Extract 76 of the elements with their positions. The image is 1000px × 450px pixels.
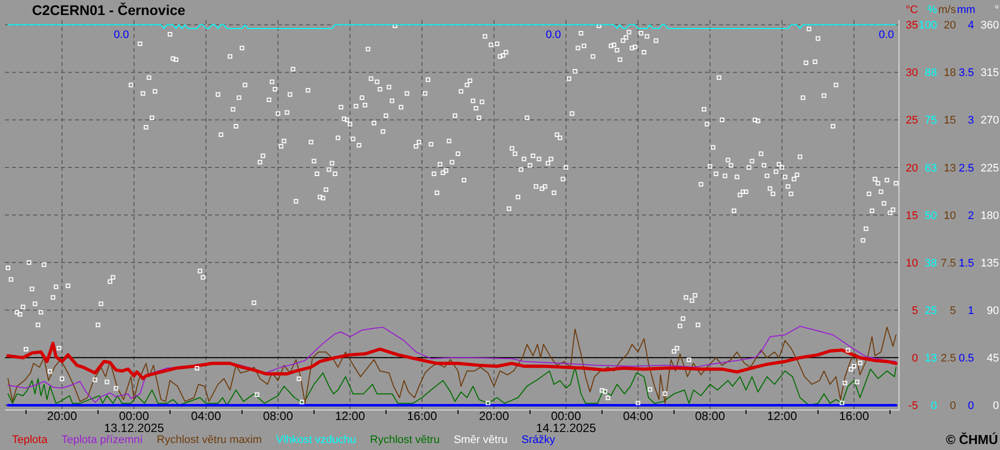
y-tick-label: 20 — [906, 162, 918, 174]
y-tick-label: 5 — [912, 304, 918, 317]
y-tick-label: 225 — [980, 162, 999, 174]
y2-tick-label: 50 — [924, 210, 937, 222]
text: © ČHMÚ — [946, 432, 998, 447]
text: Směr větru — [454, 434, 508, 447]
x-tick-label: 00:00 13.12.2025 — [104, 409, 164, 435]
line-series — [6, 342, 898, 380]
annotation: 0.0 — [878, 28, 894, 42]
y2-tick-label: 0 — [930, 400, 937, 412]
y-tick-label: 0 — [968, 400, 974, 412]
y-tick-label: 270 — [980, 114, 999, 127]
annotation: 0.0 — [112, 28, 129, 42]
y-tick-label: 0.5 — [958, 352, 974, 365]
x-tick-label: 20:00 — [46, 409, 78, 423]
x-tick-label: 12:00 — [766, 409, 798, 423]
x-tick-label: 08:00 — [694, 409, 726, 423]
y2-tick-label: 25 — [924, 304, 937, 317]
x-tick-label: 04:00 — [190, 409, 222, 423]
y3-tick-label: 15 — [944, 114, 956, 127]
y2-tick-label: 100 — [918, 20, 937, 32]
text: Srážky — [522, 434, 556, 447]
y-tick-label: 135 — [980, 257, 999, 270]
y-tick-label: 30 — [906, 67, 918, 80]
y3-tick-label: 13 — [944, 162, 956, 174]
y-tick-label: 90 — [986, 304, 999, 317]
y2-tick-label: 13 — [924, 352, 937, 365]
x-tick-label: 08:00 — [262, 409, 294, 423]
y2-axis-title: % — [926, 4, 937, 16]
y-tick-label: 3 — [968, 114, 974, 127]
y-tick-label: 0 — [912, 352, 918, 365]
text: Rychlost větru maxim — [156, 434, 262, 447]
y-axis-title: ° — [994, 4, 999, 16]
y-tick-label: -5 — [908, 400, 918, 412]
annotation: 0.0 — [544, 28, 561, 42]
y-tick-label: 10 — [906, 257, 918, 270]
text: Teplota — [12, 434, 48, 447]
y-tick-label: 315 — [980, 67, 999, 80]
y-tick-label: 1 — [968, 304, 974, 317]
y-tick-label: 2.5 — [958, 162, 974, 174]
y-tick-label: 2 — [968, 210, 974, 222]
y3-tick-label: 10 — [944, 210, 956, 222]
text: Rychlost větru — [370, 434, 440, 447]
y-tick-label: 360 — [980, 20, 999, 32]
y3-tick-label: 20 — [944, 20, 956, 32]
y-tick-label: 45 — [986, 352, 999, 365]
y-tick-label: 0 — [992, 400, 999, 412]
y3-axis-title: m/s — [938, 4, 956, 16]
y2-tick-label: 75 — [924, 114, 937, 127]
x-tick-label: 04:00 — [622, 409, 654, 423]
y3-tick-label: 0 — [950, 400, 956, 412]
text: Vlhkost vzduchu — [276, 434, 356, 447]
y-axis-title: mm — [957, 4, 976, 16]
y3-tick-label: 2.5 — [940, 352, 956, 365]
y-tick-label: 35 — [906, 20, 918, 32]
y-tick-label: 25 — [906, 114, 918, 127]
y-tick-label: 180 — [980, 210, 999, 222]
text: Teplota přízemní — [61, 434, 143, 447]
y2-tick-label: 38 — [924, 257, 937, 270]
x-tick-label: 16:00 — [838, 409, 870, 423]
y2-tick-label: 88 — [924, 67, 937, 80]
y3-tick-label: 5 — [950, 304, 956, 317]
x-tick-label: 00:00 14.12.2025 — [536, 409, 596, 435]
y3-tick-label: 18 — [944, 67, 956, 80]
y-axis-title: °C — [904, 4, 918, 16]
y2-tick-label: 63 — [924, 162, 937, 174]
x-tick-label: 16:00 — [406, 409, 438, 423]
x-tick-label: 20:00 — [478, 409, 510, 423]
y-tick-label: 15 — [906, 210, 918, 222]
chart-title: C2CERN01 - Černovice — [32, 2, 186, 18]
y-tick-label: 1.5 — [958, 257, 974, 270]
y-tick-label: 3.5 — [958, 67, 974, 80]
y-tick-label: 4 — [968, 20, 974, 32]
line-series — [8, 366, 896, 406]
y3-tick-label: 7.5 — [940, 257, 956, 270]
x-tick-label: 12:00 — [334, 409, 366, 423]
